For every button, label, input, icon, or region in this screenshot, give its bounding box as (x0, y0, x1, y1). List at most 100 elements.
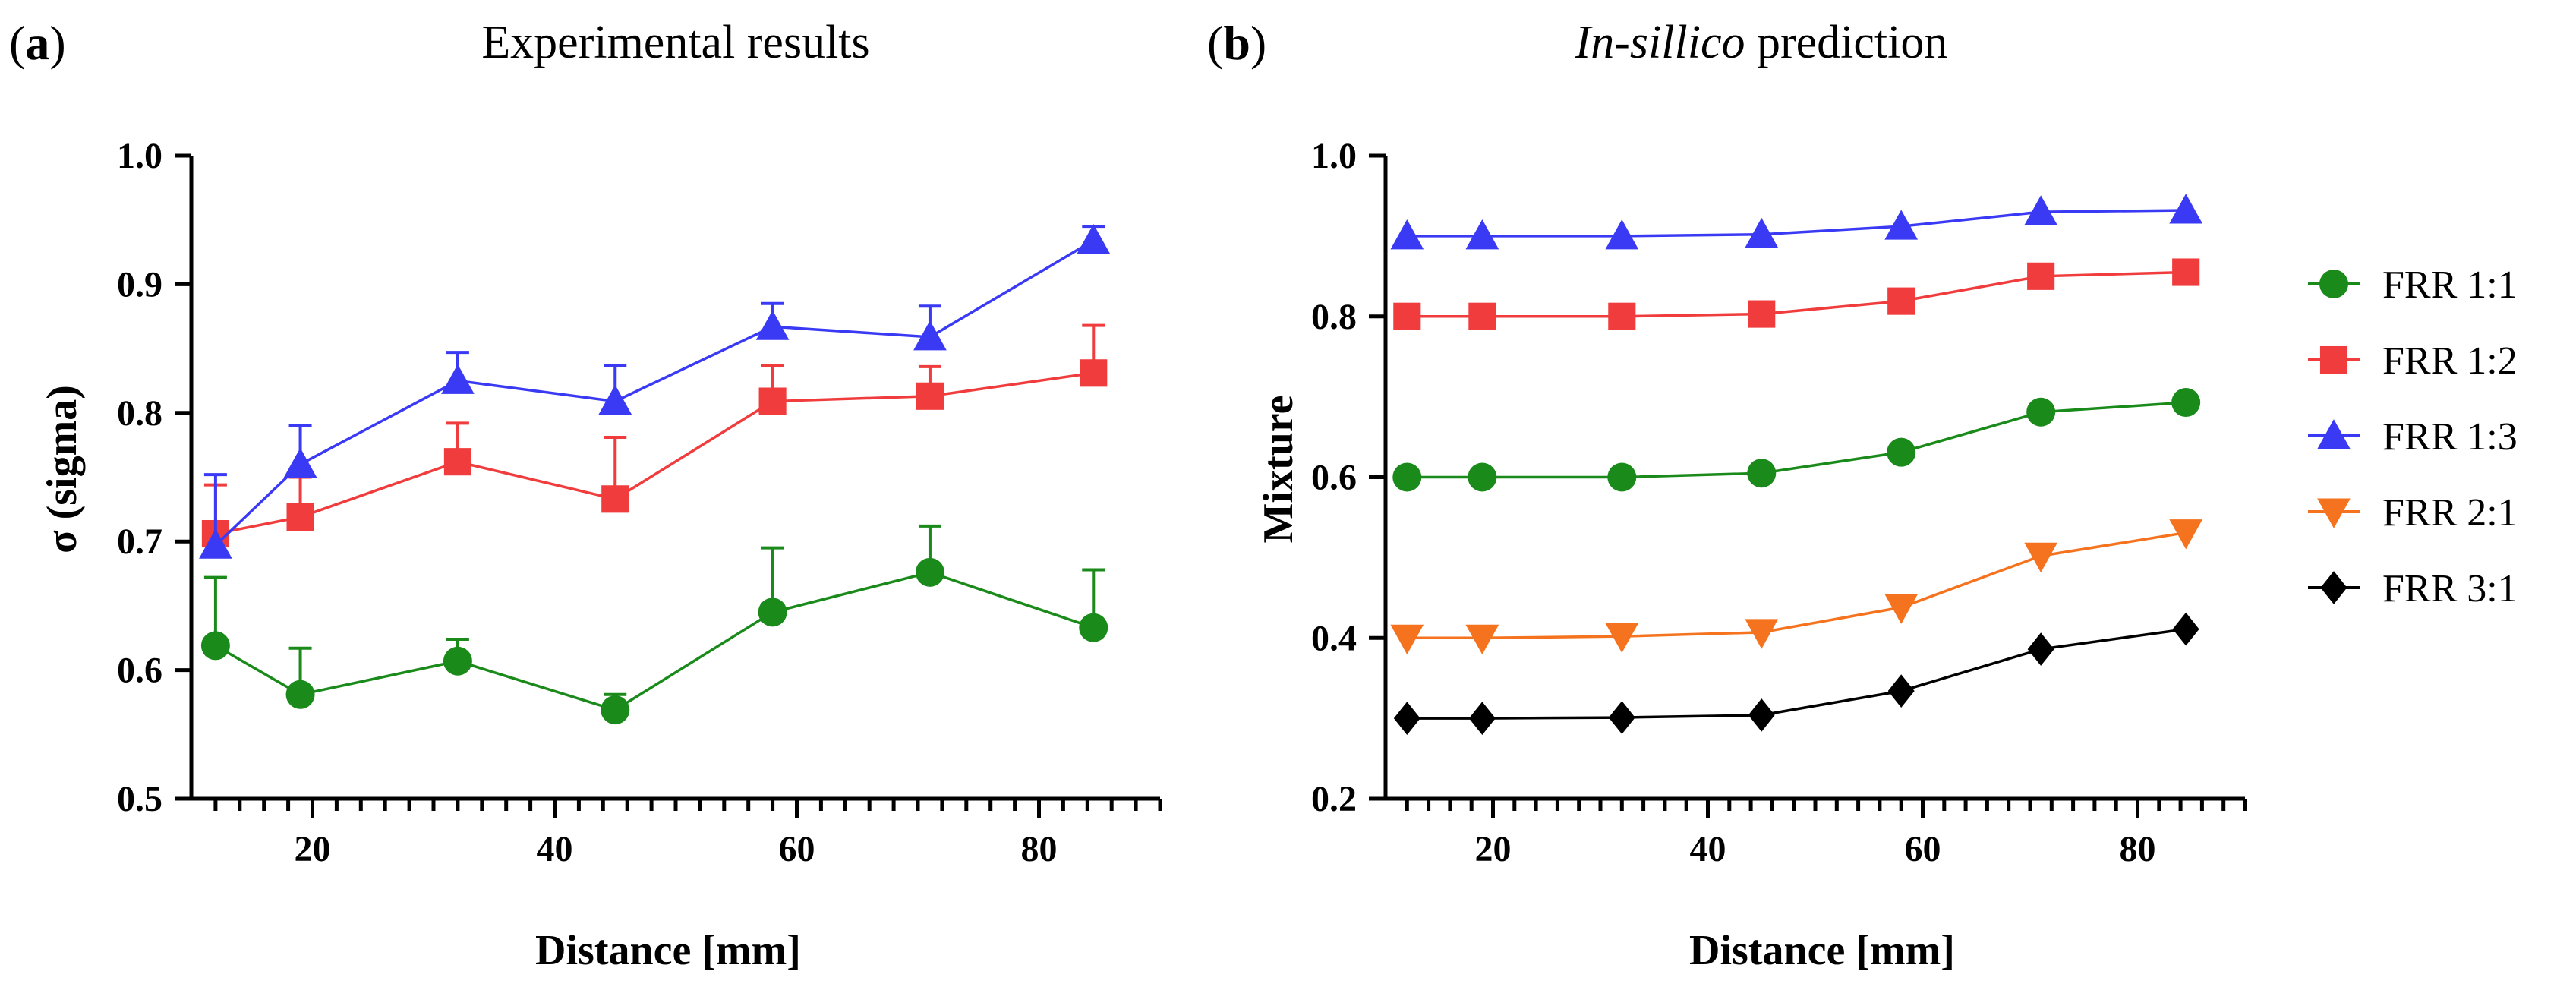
data-point (1887, 437, 1916, 467)
legend-marker (2317, 419, 2351, 449)
data-point (1077, 223, 1111, 254)
chart-b-series-frr-1-1 (1392, 388, 2201, 492)
chart-b-y-tick-label: 1.0 (1311, 136, 1357, 176)
data-point (1887, 674, 1915, 708)
chart-a-y-tick-label: 0.9 (117, 264, 162, 304)
data-point (1465, 624, 1499, 655)
chart-a-y-tick-label: 0.8 (117, 393, 162, 434)
data-point (1468, 462, 1497, 492)
data-point (758, 598, 787, 627)
panel-a-label: (a) (9, 16, 66, 70)
panel-a-title: Experimental results (481, 17, 869, 68)
series-line (1407, 401, 2187, 479)
series-line (1407, 270, 2187, 318)
legend-marker (2319, 270, 2348, 298)
legend-marker (2320, 571, 2347, 604)
chart-b-y-title: Mixture (1255, 396, 1302, 544)
data-point (1607, 462, 1637, 492)
chart-b-x-tick-label: 80 (2120, 829, 2156, 869)
data-point (1745, 217, 1779, 248)
data-point (285, 680, 315, 709)
legend-label: FRR 1:3 (2382, 415, 2518, 459)
legend-item-frr-1-3: FRR 1:3 (2308, 415, 2518, 459)
data-point (1468, 702, 1496, 735)
chart-b-series-layer (1390, 194, 2203, 735)
data-point (1748, 698, 1775, 732)
chart-a-y-tick-label: 0.5 (117, 779, 162, 819)
data-point (1884, 594, 1919, 624)
data-point (916, 382, 944, 410)
data-point (1608, 302, 1636, 330)
chart-b-series-frr-1-2 (1393, 258, 2200, 330)
chart-a-x-title: Distance [mm] (535, 927, 801, 974)
legend-item-frr-2-1: FRR 2:1 (2308, 491, 2518, 534)
chart-b-y-tick-label: 0.8 (1311, 297, 1357, 337)
chart-b-x-tick-label: 60 (1905, 829, 1941, 869)
chart-b-x-tick-label: 40 (1690, 829, 1726, 869)
data-point (758, 387, 787, 415)
data-point (283, 447, 317, 478)
data-point (913, 320, 947, 351)
data-point (199, 528, 232, 559)
legend-item-frr-1-1: FRR 1:1 (2308, 263, 2518, 307)
panel-b-letter: b (1223, 16, 1250, 70)
data-point (2172, 258, 2200, 286)
data-point (441, 364, 475, 394)
data-point (1887, 287, 1915, 315)
data-point (200, 631, 230, 661)
data-point (1608, 701, 1635, 734)
data-point (1605, 219, 1639, 250)
chart-b-axes: 0.2 0.4 0.6 0.8 1.0 20 40 60 80 (1311, 136, 2247, 869)
chart-b-series-frr-2-1 (1390, 519, 2203, 655)
chart-a: 0.5 0.6 0.7 0.8 0.9 1.0 20 40 60 80 Distance [mm]… (39, 136, 1162, 974)
data-point (601, 485, 629, 513)
data-point (1748, 300, 1776, 328)
legend-item-frr-1-2: FRR 1:2 (2308, 339, 2518, 383)
chart-b-legend: FRR 1:1 FRR 1:2 FRR 1:3 FRR 2:1 FRR 3:1 (2308, 263, 2518, 610)
data-point (2169, 194, 2203, 224)
data-point (2024, 195, 2057, 225)
series-line (215, 571, 1094, 712)
chart-a-series-frr-1-3 (199, 223, 1111, 559)
chart-a-series-frr-1-1 (200, 524, 1108, 725)
panel-b-title: In-sillico prediction (1575, 17, 1948, 68)
legend-label: FRR 3:1 (2382, 567, 2518, 610)
series-line (1407, 627, 2187, 720)
chart-a-axes: 0.5 0.6 0.7 0.8 0.9 1.0 20 40 60 80 (117, 136, 1162, 869)
data-point (2171, 388, 2201, 418)
chart-b-x-tick-label: 20 (1475, 829, 1512, 869)
data-point (2172, 612, 2199, 646)
legend-marker (2319, 345, 2348, 374)
chart-b-y-tick-label: 0.2 (1311, 779, 1357, 819)
series-line (215, 371, 1094, 535)
data-point (2027, 262, 2055, 290)
data-point (443, 646, 472, 676)
data-point (1468, 302, 1496, 330)
data-point (598, 384, 632, 415)
data-point (2027, 632, 2054, 666)
chart-a-x-tick-label: 20 (295, 829, 331, 869)
data-point (1079, 613, 1108, 642)
chart-b-x-title: Distance [mm] (1689, 927, 1955, 974)
legend-label: FRR 1:2 (2382, 339, 2518, 383)
panel-b-title-rest: prediction (1745, 17, 1947, 68)
data-point (1390, 219, 1424, 250)
panel-b-label: (b) (1207, 16, 1266, 70)
chart-a-y-tick-label: 0.6 (117, 651, 162, 691)
chart-a-x-tick-label: 40 (537, 829, 573, 869)
data-point (601, 695, 630, 725)
chart-b-series-frr-1-3 (1390, 194, 2203, 250)
data-point (1605, 623, 1639, 653)
panel-b-title-italic: In-sillico (1575, 17, 1745, 68)
data-point (443, 448, 471, 476)
chart-a-series-layer (199, 223, 1111, 725)
legend-marker (2317, 498, 2351, 528)
data-point (1745, 619, 1779, 649)
chart-a-x-tick-label: 80 (1021, 829, 1058, 869)
chart-a-y-tick-label: 0.7 (117, 522, 162, 562)
data-point (1747, 459, 1777, 488)
data-point (2169, 519, 2203, 550)
data-point (1080, 359, 1108, 387)
series-line (1407, 209, 2187, 238)
